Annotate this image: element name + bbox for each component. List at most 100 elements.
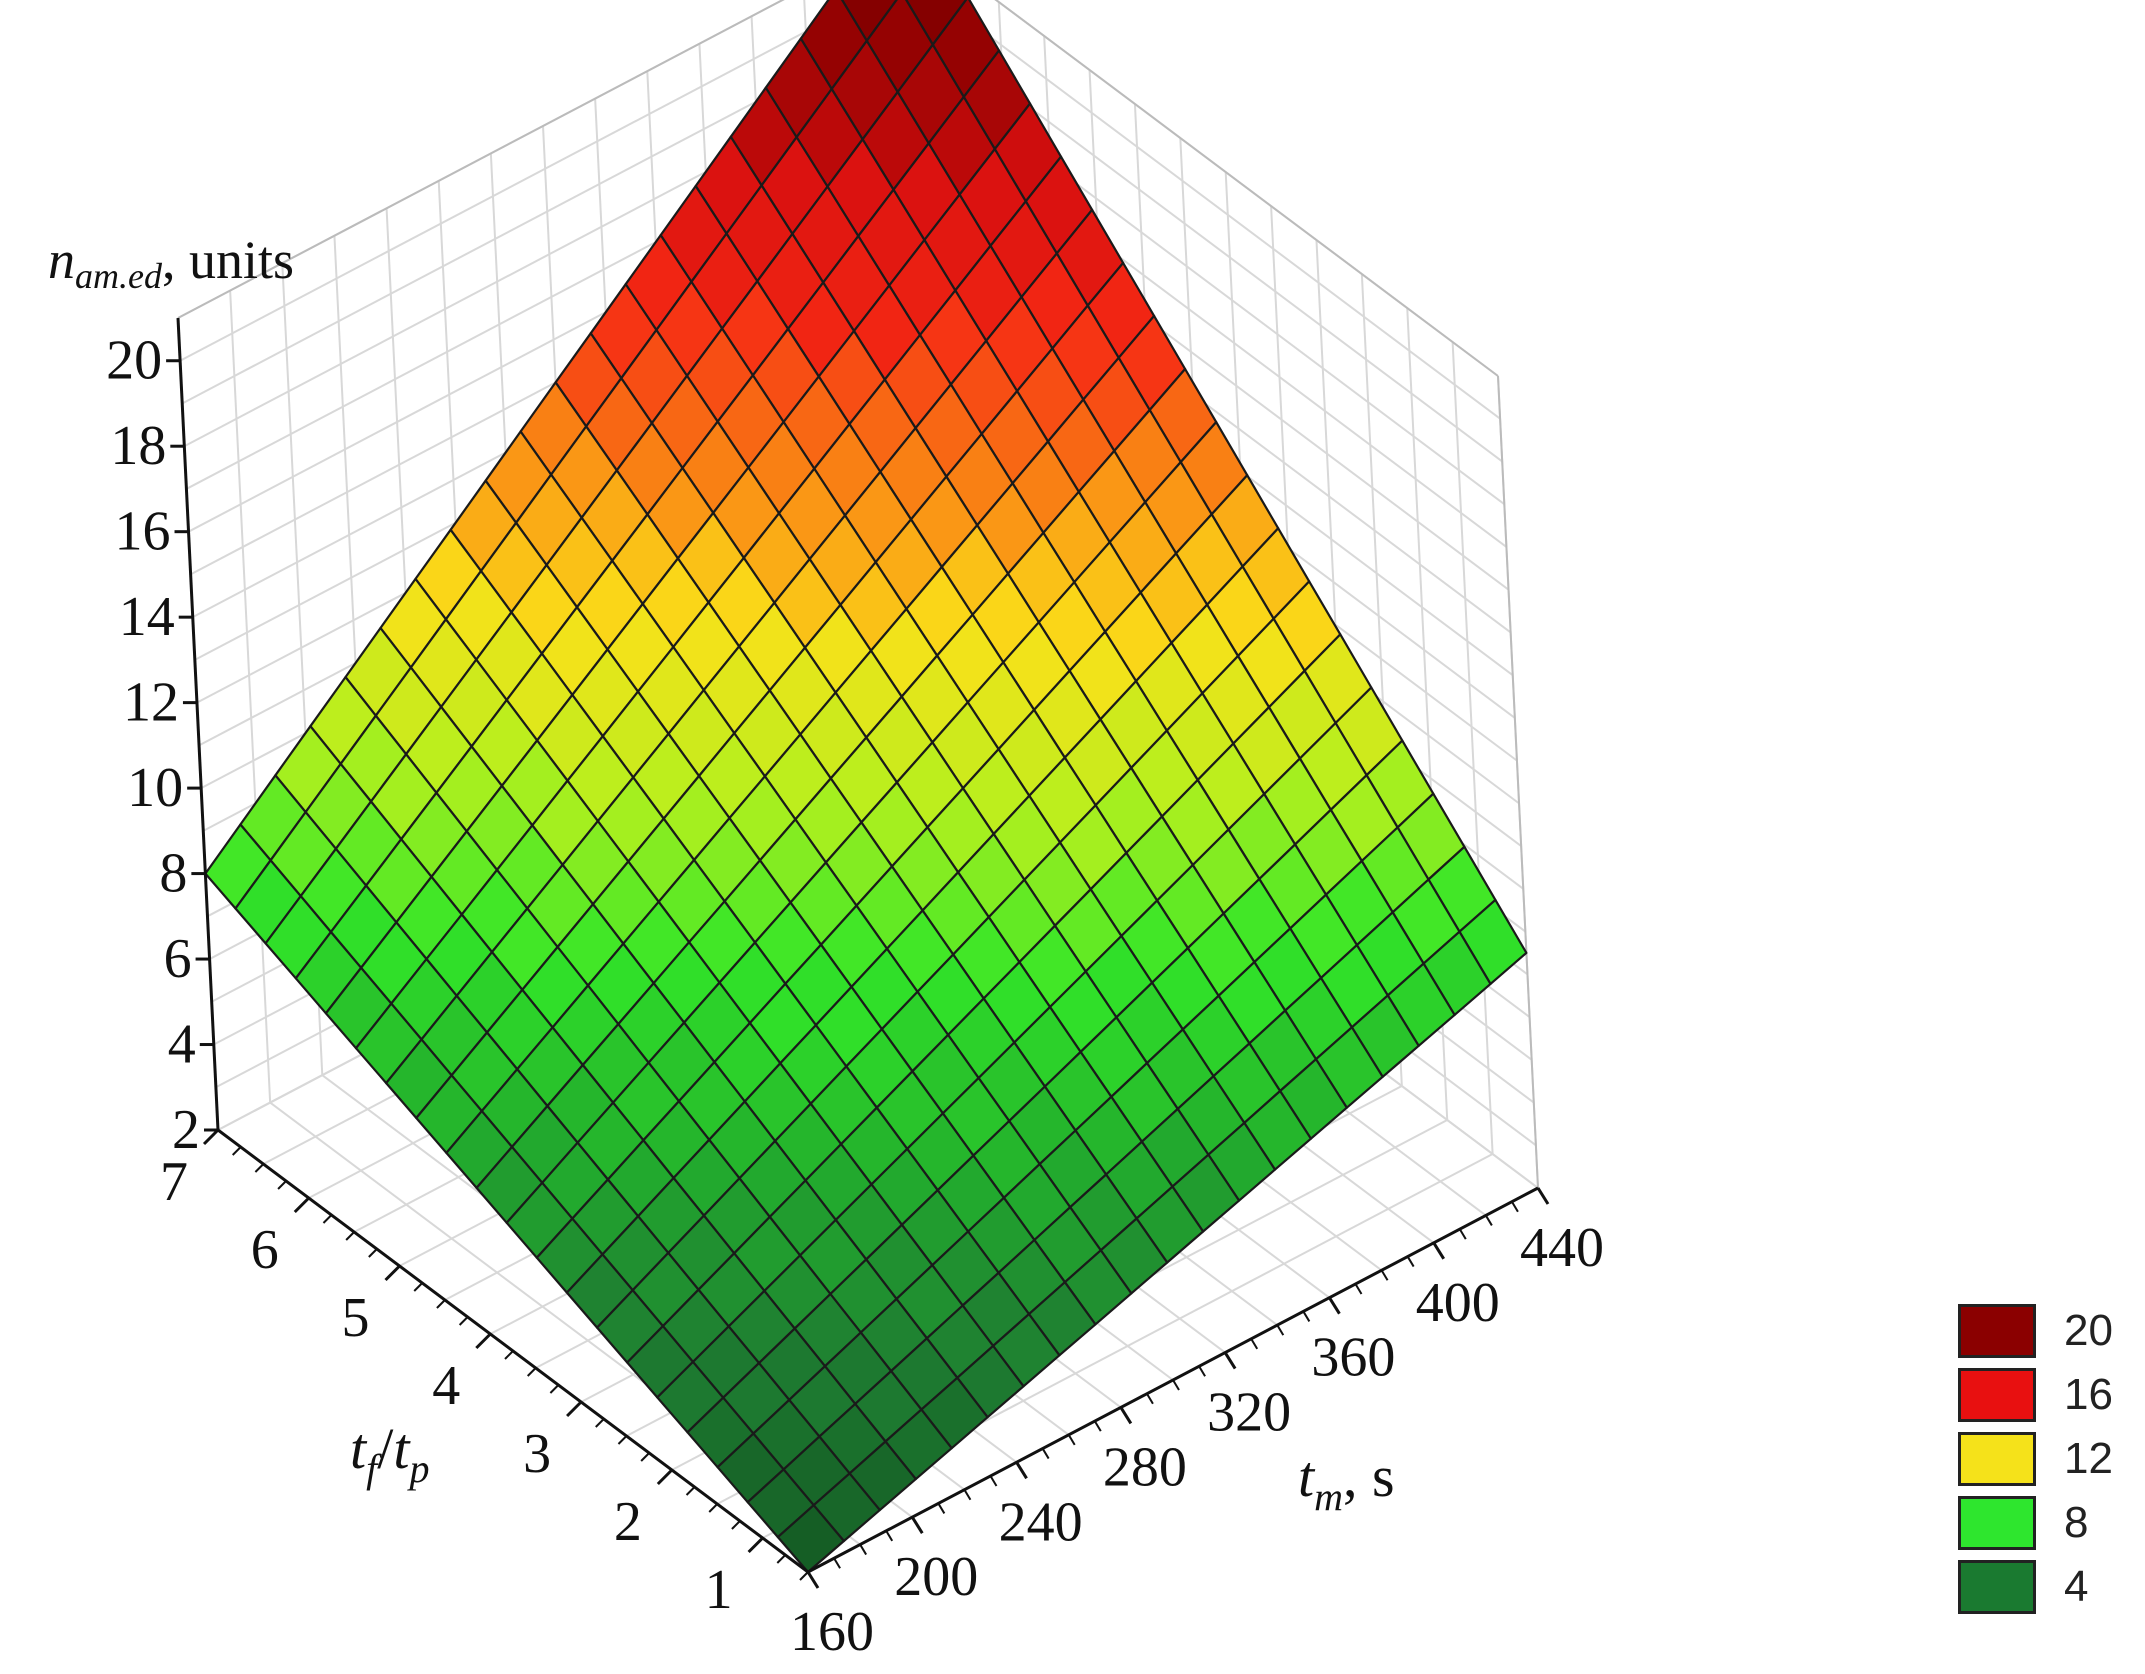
y-tick-mark — [1536, 1187, 1550, 1205]
x-minor-tick — [776, 1554, 787, 1564]
x-minor-tick — [436, 1299, 446, 1309]
y-tick-mark — [1328, 1296, 1341, 1315]
z-tick-label: 20 — [106, 330, 162, 392]
z-tick-label: 16 — [115, 501, 171, 563]
legend-swatch — [1958, 1432, 2036, 1486]
y-minor-tick — [1041, 1448, 1050, 1460]
y-tick-mark — [1223, 1351, 1237, 1370]
x-tick-label: 5 — [342, 1287, 370, 1349]
x-tick-label: 2 — [614, 1491, 642, 1553]
x-tick-mark — [656, 1468, 673, 1486]
x-minor-tick — [526, 1367, 537, 1377]
legend-swatch — [1958, 1304, 2036, 1358]
box-edge — [1497, 375, 1539, 1189]
x-tick-mark — [384, 1264, 401, 1282]
y-minor-tick — [1458, 1228, 1467, 1240]
surface — [204, 0, 1528, 1574]
surface-cell — [776, 1504, 846, 1574]
x-tick-mark — [566, 1400, 583, 1418]
x-minor-tick — [231, 1146, 242, 1156]
y-minor-tick — [1484, 1214, 1493, 1226]
z-axis-line — [176, 317, 220, 1131]
legend-label: 4 — [2064, 1562, 2089, 1611]
x-tick-mark — [202, 1128, 220, 1146]
legend-label: 8 — [2064, 1498, 2089, 1547]
y-tick-labels: 160 200 240 280 320 360 400 440 — [790, 1187, 1604, 1663]
legend-item: 16 — [1956, 1364, 2136, 1428]
z-tick-label: 6 — [164, 928, 192, 990]
y-minor-tick — [989, 1475, 998, 1487]
grid-line — [1451, 341, 1494, 1155]
legend-item: 20 — [1956, 1300, 2136, 1364]
legend-swatch — [1958, 1368, 2036, 1422]
legend-item: 12 — [1956, 1428, 2136, 1492]
x-tick-label: 6 — [251, 1219, 279, 1281]
y-minor-tick — [1406, 1256, 1415, 1268]
y-minor-tick — [1146, 1393, 1154, 1405]
x-minor-tick — [640, 1452, 650, 1462]
y-minor-tick — [1380, 1269, 1389, 1281]
grid-line — [939, 0, 1501, 420]
x-tick-label: 1 — [705, 1559, 733, 1621]
y-minor-tick — [1302, 1310, 1311, 1322]
z-tick-label: 10 — [127, 757, 183, 819]
x-minor-tick — [322, 1214, 333, 1224]
legend-item: 8 — [1956, 1492, 2136, 1556]
y-minor-tick — [1511, 1201, 1519, 1213]
z-tick-label: 4 — [168, 1014, 196, 1076]
y-minor-tick — [1354, 1283, 1363, 1295]
y-tick-mark — [1119, 1406, 1133, 1425]
x-tick-label: 7 — [160, 1151, 188, 1213]
x-minor-tick — [413, 1282, 423, 1292]
x-minor-tick — [595, 1418, 605, 1428]
x-minor-tick — [368, 1248, 378, 1258]
y-minor-tick — [1250, 1338, 1259, 1350]
y-minor-tick — [833, 1557, 841, 1569]
x-tick-label: 4 — [432, 1355, 460, 1417]
x-axis-label: tf/tp — [350, 1416, 430, 1491]
x-tick-label: 3 — [523, 1423, 551, 1485]
y-minor-tick — [1198, 1365, 1206, 1377]
y-minor-tick — [963, 1489, 972, 1501]
legend-item: 4 — [1956, 1556, 2136, 1620]
y-axis-label: tm, s — [1298, 1444, 1395, 1519]
x-tick-mark — [293, 1196, 310, 1214]
y-tick-label: 200 — [894, 1546, 978, 1608]
legend-swatch — [1958, 1496, 2036, 1550]
y-tick-label: 440 — [1520, 1217, 1604, 1279]
x-minor-tick — [685, 1486, 696, 1496]
z-tick-label: 8 — [159, 843, 187, 905]
x-minor-tick — [504, 1350, 514, 1360]
x-tick-labels: 1 2 3 45 6 7 — [160, 1128, 809, 1621]
legend: 20 16 12 8 4 — [1956, 1300, 2136, 1620]
legend-label: 12 — [2064, 1434, 2113, 1483]
x-minor-tick — [277, 1180, 287, 1190]
legend-label: 16 — [2064, 1370, 2113, 1419]
y-minor-tick — [1276, 1324, 1285, 1336]
x-minor-tick — [708, 1503, 718, 1513]
x-tick-mark — [475, 1332, 492, 1350]
z-tick-label: 18 — [110, 415, 166, 477]
y-tick-label: 400 — [1416, 1272, 1500, 1334]
y-minor-tick — [859, 1544, 868, 1556]
grid-line — [229, 290, 272, 1103]
legend-label: 20 — [2064, 1306, 2113, 1355]
x-minor-tick — [549, 1384, 560, 1394]
y-tick-label: 280 — [1103, 1436, 1187, 1498]
z-tick-labels: 2 4 6 8 10 12 14 16 18 20 — [106, 330, 218, 1161]
z-tick-label: 2 — [172, 1099, 200, 1161]
y-tick-label: 320 — [1207, 1382, 1291, 1444]
y-minor-tick — [1067, 1434, 1076, 1446]
y-tick-mark — [1015, 1461, 1028, 1480]
y-tick-label: 360 — [1311, 1327, 1395, 1389]
y-minor-tick — [885, 1530, 894, 1542]
x-minor-tick — [345, 1231, 355, 1241]
y-minor-tick — [1093, 1420, 1102, 1432]
x-minor-tick — [731, 1520, 741, 1530]
y-tick-label: 160 — [790, 1601, 874, 1663]
y-tick-mark — [1432, 1242, 1445, 1260]
z-tick-label: 14 — [119, 586, 175, 648]
box-edge — [994, 0, 1499, 377]
y-tick-mark — [806, 1571, 820, 1589]
x-minor-tick — [617, 1435, 628, 1445]
